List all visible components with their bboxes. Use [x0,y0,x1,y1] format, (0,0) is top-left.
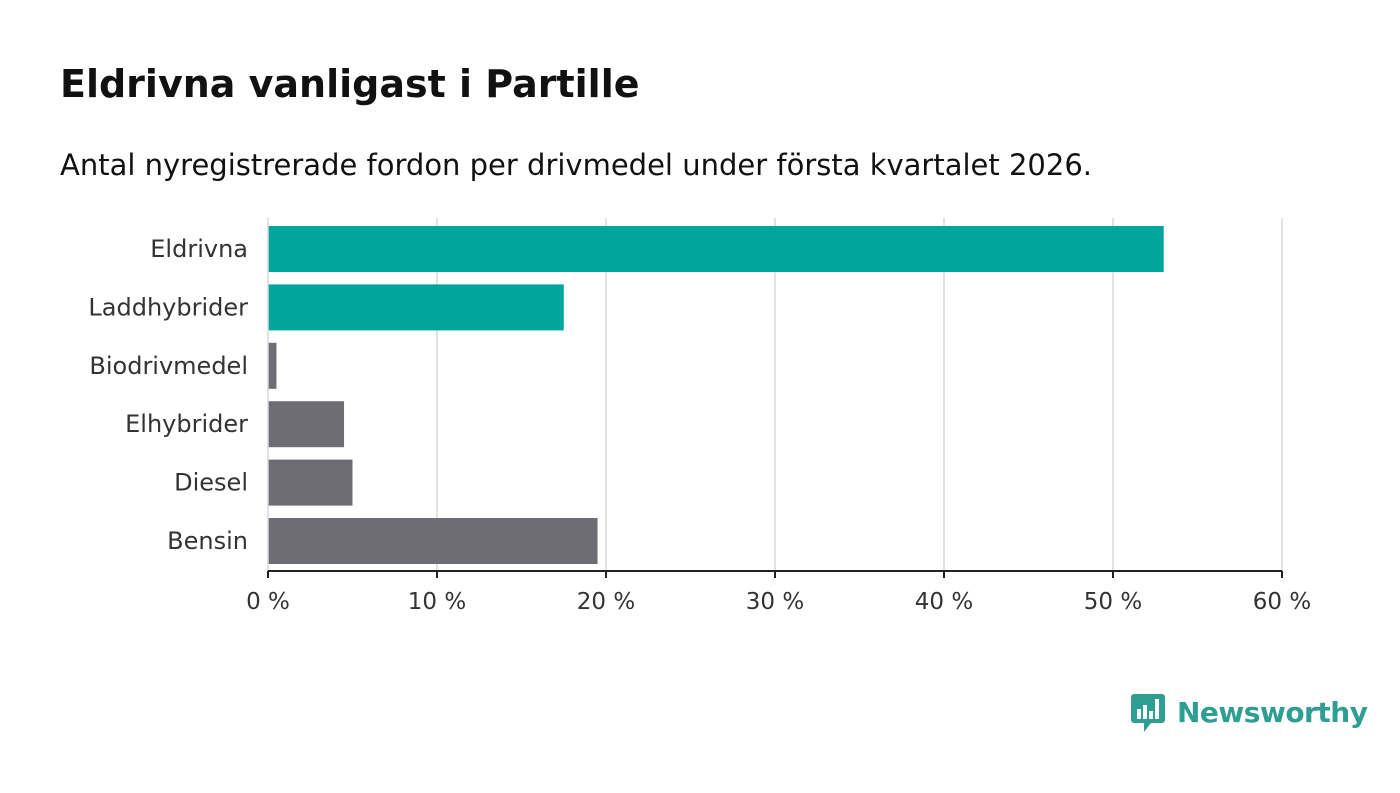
x-tick-label: 30 % [746,589,804,615]
bar-eldrivna [268,226,1164,272]
category-labels: Eldrivna Laddhybrider Biodrivmedel Elhybrid… [88,235,248,555]
chart-title: Eldrivna vanligast i Partille [60,62,640,106]
bars [268,226,1164,564]
x-tick-label: 60 % [1253,589,1311,615]
bar-elhybrider [268,401,345,448]
x-tick-label: 10 % [408,589,466,615]
bar-biodrivmedel [268,342,277,389]
x-tick-label: 0 % [246,589,290,615]
category-label: Laddhybrider [88,293,248,321]
bar-diesel [268,459,353,506]
bar-chart-speech-bubble-icon [1131,694,1165,732]
grid-lines [436,218,1283,571]
category-label: Elhybrider [125,410,248,438]
x-tick-label: 50 % [1084,589,1142,615]
bar-laddhybrider [268,284,564,331]
x-tick-label: 40 % [915,589,973,615]
chart-subtitle: Antal nyregistrerade fordon per drivmede… [60,148,1093,182]
brand-name: Newsworthy [1177,695,1368,729]
category-label: Bensin [167,527,248,555]
category-label: Eldrivna [150,235,248,263]
x-tick-label: 20 % [577,589,635,615]
category-label: Diesel [174,469,248,497]
x-axis: 0 % 10 % 20 % 30 % 40 % 50 % 60 % [246,218,1311,615]
bar-bensin [268,518,598,564]
category-label: Biodrivmedel [89,352,248,380]
brand-logo: Newsworthy [1131,690,1368,734]
